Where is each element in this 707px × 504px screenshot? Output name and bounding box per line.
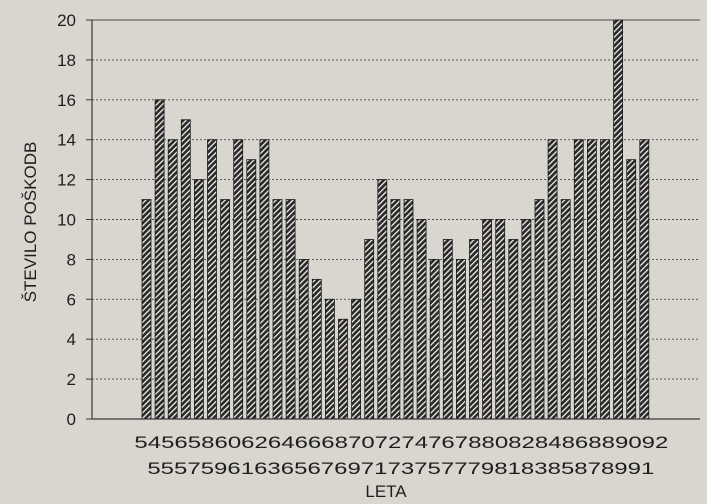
x-tick-labels: 54 56 58 60 62 64 66 68 70 72 74 76 78 80 82 84 86 88 90 92…: [134, 433, 668, 478]
y-tick-label: 16: [57, 91, 76, 110]
x-tick-label: 85: [548, 459, 575, 478]
bar: [455, 258, 466, 420]
y-tick-label: 14: [57, 131, 76, 150]
x-tick-label: 78: [455, 433, 482, 452]
x-tick-label: 66: [295, 433, 322, 452]
x-tick-label: 83: [521, 459, 548, 478]
y-tick-label: 10: [57, 211, 76, 230]
bar: [167, 139, 178, 420]
bar: [560, 199, 571, 420]
x-tick-label: 82: [508, 433, 535, 452]
x-tick-label: 80: [482, 433, 509, 452]
x-tick-label: 69: [334, 459, 361, 478]
x-tick-label: 90: [615, 433, 642, 452]
x-tick-label: 68: [321, 433, 348, 452]
x-tick-label: 71: [361, 459, 388, 478]
bar: [285, 199, 296, 420]
bar: [534, 199, 545, 420]
y-tick-labels: 0 2 4 6 8 10 12 14 16 18 20: [57, 11, 76, 429]
bar: [246, 159, 257, 420]
bar: [154, 99, 165, 420]
bar: [429, 258, 440, 420]
x-tick-label: 79: [468, 459, 495, 478]
x-tick-label: 60: [215, 433, 242, 452]
bar: [521, 219, 532, 420]
bar: [377, 179, 388, 420]
y-tick-label: 20: [57, 11, 76, 30]
bar: [495, 219, 506, 420]
x-tick-label: 59: [201, 459, 228, 478]
y-tick-label: 8: [67, 250, 76, 269]
bar: [180, 119, 191, 420]
bar: [220, 199, 231, 420]
x-tick-label: 75: [414, 459, 441, 478]
x-tick-labels-row-top: 54 56 58 60 62 64 66 68 70 72 74 76 78 80 82 84 86 88 90 92: [134, 433, 668, 452]
x-tick-label: 62: [241, 433, 268, 452]
bar: [639, 139, 650, 420]
x-tick-label: 70: [348, 433, 375, 452]
x-tick-label: 73: [388, 459, 415, 478]
bar: [338, 318, 348, 420]
bar: [416, 219, 427, 420]
y-tick-label: 2: [67, 370, 76, 389]
x-tick-label: 77: [441, 459, 468, 478]
bar: [298, 258, 309, 420]
bar: [403, 199, 414, 420]
bar: [311, 278, 322, 420]
x-tick-label: 88: [588, 433, 615, 452]
bar: [233, 139, 244, 420]
bar: [324, 298, 335, 420]
x-tick-label: 57: [174, 459, 201, 478]
y-tick-label: 4: [67, 330, 76, 349]
bar: [626, 159, 637, 420]
x-tick-label: 54: [134, 433, 161, 452]
y-tick-label: 18: [57, 51, 76, 70]
bar: [259, 139, 270, 420]
bar: [442, 239, 453, 420]
bar: [587, 139, 597, 420]
y-tick-label: 12: [57, 171, 76, 190]
y-axis-label: ŠTEVILO POŠKODB: [21, 142, 40, 303]
bar: [390, 199, 401, 420]
bar: [469, 239, 479, 420]
x-tick-label: 72: [375, 433, 402, 452]
bar: [351, 298, 362, 420]
bars: [141, 19, 650, 420]
x-tick-label: 58: [188, 433, 215, 452]
x-tick-label: 63: [254, 459, 281, 478]
x-tick-label: 67: [307, 459, 334, 478]
x-tick-label: 74: [401, 433, 428, 452]
bar: [508, 239, 519, 420]
bar: [193, 179, 204, 420]
y-tick-label: 0: [67, 410, 76, 429]
x-tick-label: 81: [494, 459, 521, 478]
x-tick-label: 76: [428, 433, 455, 452]
x-tick-label: 91: [628, 459, 655, 478]
x-axis-label: LETA: [365, 482, 407, 501]
x-tick-label: 56: [161, 433, 188, 452]
x-tick-label: 89: [601, 459, 628, 478]
x-tick-label: 55: [147, 459, 174, 478]
bar: [600, 139, 610, 420]
x-tick-label: 61: [227, 459, 254, 478]
bar: [141, 199, 152, 420]
bar: [573, 139, 584, 420]
axes: [91, 20, 700, 420]
x-tick-label: 84: [535, 433, 562, 452]
x-tick-label: 64: [268, 433, 295, 452]
x-tick-label: 87: [574, 459, 601, 478]
y-tick-label: 6: [67, 290, 76, 309]
bar: [364, 239, 375, 420]
x-tick-labels-row-bottom: 55 57 59 61 63 65 67 69 71 73 75 77 79 81 83 85 87 89 91: [147, 459, 654, 478]
bar: [272, 199, 283, 420]
bar: [482, 219, 493, 420]
x-tick-label: 92: [642, 433, 669, 452]
x-tick-label: 65: [281, 459, 308, 478]
bar: [613, 19, 623, 420]
bar: [207, 139, 217, 420]
x-tick-label: 86: [562, 433, 589, 452]
bar: [547, 139, 558, 420]
